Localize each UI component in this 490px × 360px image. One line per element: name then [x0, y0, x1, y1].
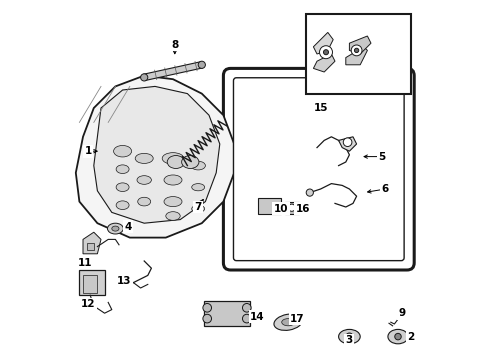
Polygon shape: [76, 76, 234, 238]
Bar: [306, 14, 411, 94]
Polygon shape: [83, 275, 98, 293]
Ellipse shape: [192, 184, 205, 191]
Circle shape: [346, 333, 353, 340]
Text: 6: 6: [382, 184, 389, 194]
Ellipse shape: [182, 156, 199, 168]
FancyBboxPatch shape: [233, 78, 404, 261]
Ellipse shape: [167, 156, 185, 168]
Ellipse shape: [138, 197, 151, 206]
Polygon shape: [285, 202, 299, 214]
Ellipse shape: [164, 175, 182, 185]
Text: 5: 5: [378, 152, 386, 162]
Circle shape: [343, 138, 352, 147]
Ellipse shape: [282, 319, 294, 326]
Ellipse shape: [114, 145, 132, 157]
Polygon shape: [83, 232, 101, 254]
Polygon shape: [314, 32, 333, 54]
Ellipse shape: [166, 212, 180, 220]
Ellipse shape: [116, 183, 129, 192]
Circle shape: [288, 204, 295, 211]
Ellipse shape: [116, 201, 129, 210]
Text: 17: 17: [290, 314, 304, 324]
Text: 9: 9: [398, 308, 405, 318]
Text: 4: 4: [124, 222, 132, 232]
Polygon shape: [87, 243, 94, 250]
Ellipse shape: [274, 314, 302, 330]
Circle shape: [323, 50, 328, 55]
Ellipse shape: [192, 205, 205, 212]
Text: 7: 7: [195, 202, 202, 212]
Ellipse shape: [339, 329, 360, 344]
Ellipse shape: [135, 153, 153, 163]
Polygon shape: [94, 86, 220, 223]
FancyBboxPatch shape: [223, 68, 414, 270]
Ellipse shape: [116, 165, 129, 174]
Polygon shape: [339, 137, 357, 151]
Ellipse shape: [137, 176, 151, 184]
Polygon shape: [204, 301, 250, 326]
Circle shape: [354, 48, 359, 53]
Text: 16: 16: [295, 204, 310, 214]
Text: 13: 13: [117, 276, 132, 286]
Polygon shape: [79, 270, 104, 295]
Circle shape: [395, 333, 401, 340]
Circle shape: [306, 189, 314, 196]
Ellipse shape: [191, 161, 205, 170]
Ellipse shape: [112, 226, 119, 231]
Text: 12: 12: [81, 299, 96, 309]
Text: 14: 14: [250, 312, 265, 322]
Ellipse shape: [107, 223, 123, 234]
Circle shape: [203, 303, 212, 312]
Ellipse shape: [388, 329, 408, 344]
Text: 3: 3: [346, 335, 353, 345]
Ellipse shape: [162, 153, 184, 164]
Polygon shape: [258, 198, 281, 214]
Polygon shape: [346, 47, 368, 65]
Text: 2: 2: [407, 332, 414, 342]
Text: 8: 8: [171, 40, 178, 50]
Circle shape: [203, 314, 212, 323]
Circle shape: [243, 314, 251, 323]
Polygon shape: [349, 36, 371, 54]
Circle shape: [243, 303, 251, 312]
Circle shape: [198, 61, 205, 68]
Polygon shape: [144, 62, 202, 81]
Polygon shape: [314, 54, 335, 72]
Text: 1: 1: [85, 146, 92, 156]
Circle shape: [351, 45, 362, 56]
Text: 10: 10: [274, 204, 288, 214]
Text: 15: 15: [313, 103, 328, 113]
Circle shape: [319, 46, 333, 59]
Text: 11: 11: [77, 258, 92, 268]
Circle shape: [141, 74, 148, 81]
Ellipse shape: [164, 197, 182, 207]
